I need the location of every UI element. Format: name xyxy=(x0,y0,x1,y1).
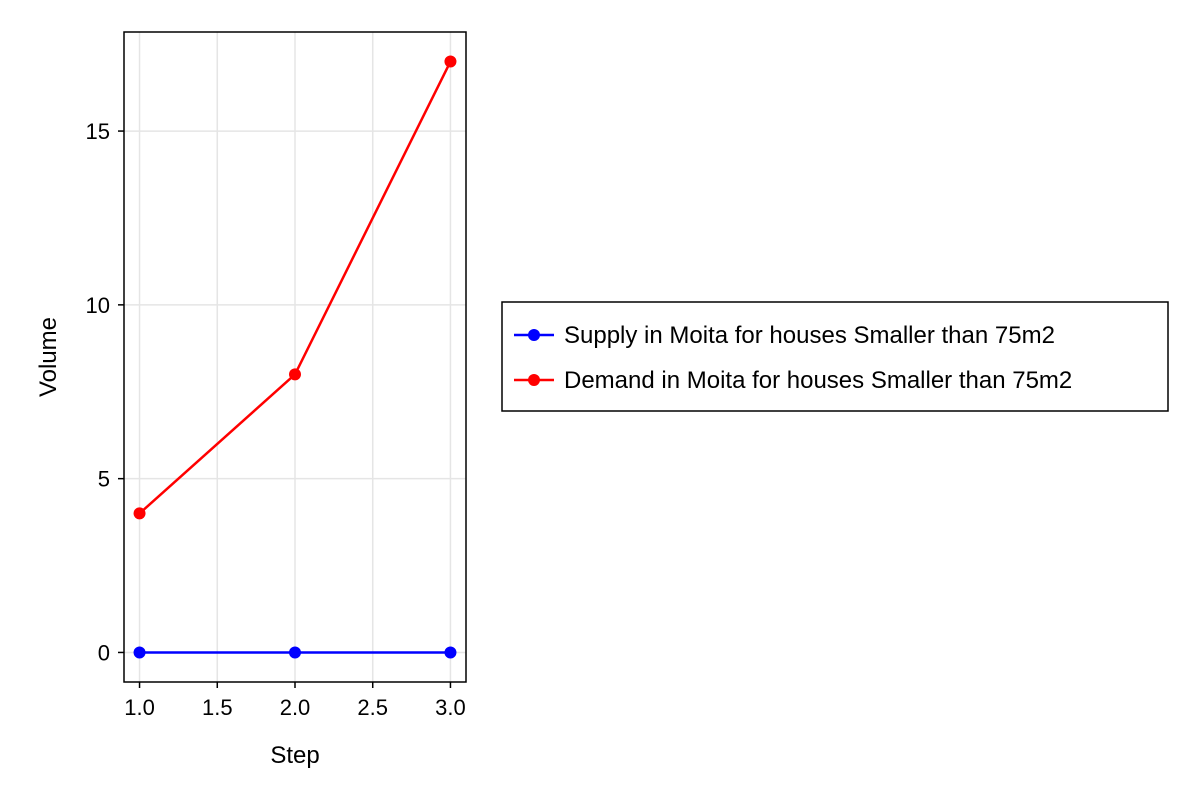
series-supply xyxy=(133,646,457,659)
x-tick-label: 1.0 xyxy=(124,695,155,720)
x-axis-label: Step xyxy=(270,742,319,769)
x-axis-ticks: 1.0 1.5 2.0 2.5 3.0 xyxy=(124,682,466,720)
y-tick-label: 5 xyxy=(98,467,110,492)
series-layer xyxy=(133,55,457,659)
legend-swatch-marker-demand xyxy=(528,374,540,386)
data-point-supply xyxy=(444,646,457,659)
x-tick-label: 2.0 xyxy=(280,695,311,720)
legend-label-supply: Supply in Moita for houses Smaller than … xyxy=(564,322,1055,349)
x-tick-label: 1.5 xyxy=(202,695,233,720)
legend-frame xyxy=(501,301,1169,412)
y-tick-label: 15 xyxy=(86,119,110,144)
legend: Supply in Moita for houses Smaller than … xyxy=(501,301,1169,412)
legend-swatch-marker-supply xyxy=(528,329,540,341)
legend-item-supply: Supply in Moita for houses Smaller than … xyxy=(514,322,1055,349)
data-point-demand xyxy=(133,507,146,520)
legend-item-demand: Demand in Moita for houses Smaller than … xyxy=(514,367,1072,394)
x-tick-label: 2.5 xyxy=(357,695,388,720)
data-point-supply xyxy=(133,646,146,659)
y-axis-label: Volume xyxy=(35,317,62,397)
legend-label-demand: Demand in Moita for houses Smaller than … xyxy=(564,367,1072,394)
x-tick-label: 3.0 xyxy=(435,695,466,720)
series-demand xyxy=(133,55,457,520)
data-point-demand xyxy=(444,55,457,68)
y-tick-label: 10 xyxy=(86,293,110,318)
y-axis-ticks: 0 5 10 15 xyxy=(86,119,124,665)
y-tick-label: 0 xyxy=(98,640,110,665)
data-point-demand xyxy=(289,368,301,381)
grid xyxy=(124,32,466,682)
data-point-supply xyxy=(289,646,301,659)
